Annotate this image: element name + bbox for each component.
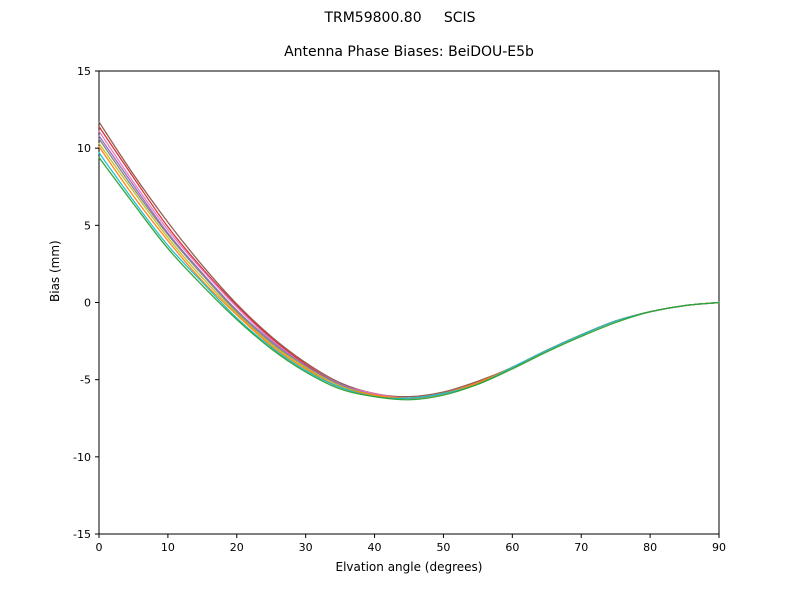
x-tick-label: 90	[712, 541, 726, 554]
series-line-curve-9	[98, 156, 720, 401]
series-line-curve-3	[98, 130, 720, 399]
y-tick-label: -15	[73, 528, 91, 541]
x-tick-label: 10	[161, 541, 175, 554]
x-tick-label: 70	[574, 541, 588, 554]
y-tick-label: -10	[73, 451, 91, 464]
x-axis-label: Elvation angle (degrees)	[335, 560, 483, 574]
x-tick-label: 40	[368, 541, 382, 554]
plot-title: Antenna Phase Biases: BeiDOU-E5b	[284, 44, 534, 60]
y-tick-label: 10	[77, 142, 91, 155]
x-tick-label: 20	[230, 541, 244, 554]
y-tick-label: 15	[77, 65, 91, 78]
x-tick-label: 50	[436, 541, 450, 554]
x-tick-label: 80	[643, 541, 657, 554]
series-line-curve-8	[98, 152, 720, 400]
x-tick-label: 30	[299, 541, 313, 554]
y-tick-label: 5	[84, 219, 91, 232]
x-tick-label: 60	[505, 541, 519, 554]
figure-suptitle: TRM59800.80 SCIS	[324, 10, 476, 26]
axes-spines	[98, 70, 720, 535]
y-tick-label: -5	[80, 374, 91, 387]
y-tick-label: 0	[84, 297, 91, 310]
x-tick-label: 0	[96, 541, 103, 554]
